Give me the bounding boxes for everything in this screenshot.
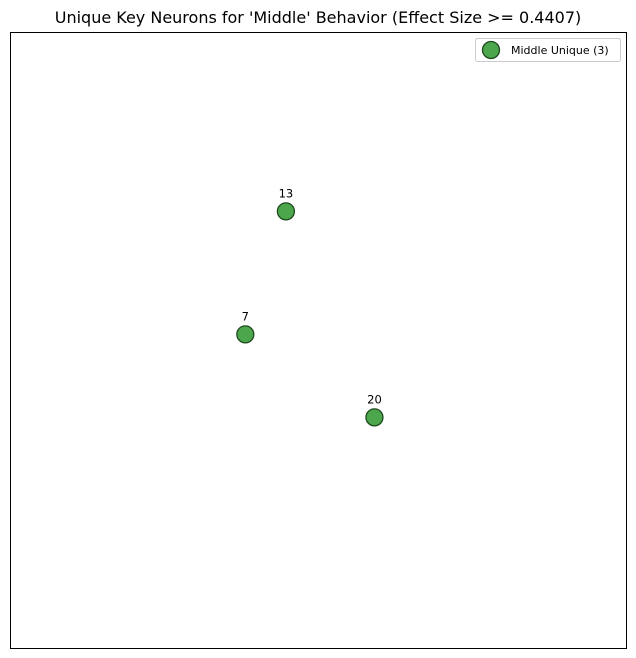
- point-label-13: 13: [279, 186, 294, 200]
- point-label-7: 7: [242, 309, 249, 323]
- legend: Middle Unique (3): [475, 38, 621, 62]
- data-point-20: [365, 408, 384, 427]
- legend-box: [475, 38, 621, 62]
- point-label-20: 20: [367, 392, 382, 406]
- plot-frame: [10, 32, 627, 649]
- points-layer: 13 7 20: [236, 186, 384, 427]
- legend-marker: [481, 40, 501, 60]
- data-point-13: [276, 202, 296, 221]
- data-point-7: [236, 325, 255, 344]
- chart-title: Unique Key Neurons for 'Middle' Behavior…: [55, 8, 582, 27]
- legend-label: Middle Unique (3): [511, 44, 609, 57]
